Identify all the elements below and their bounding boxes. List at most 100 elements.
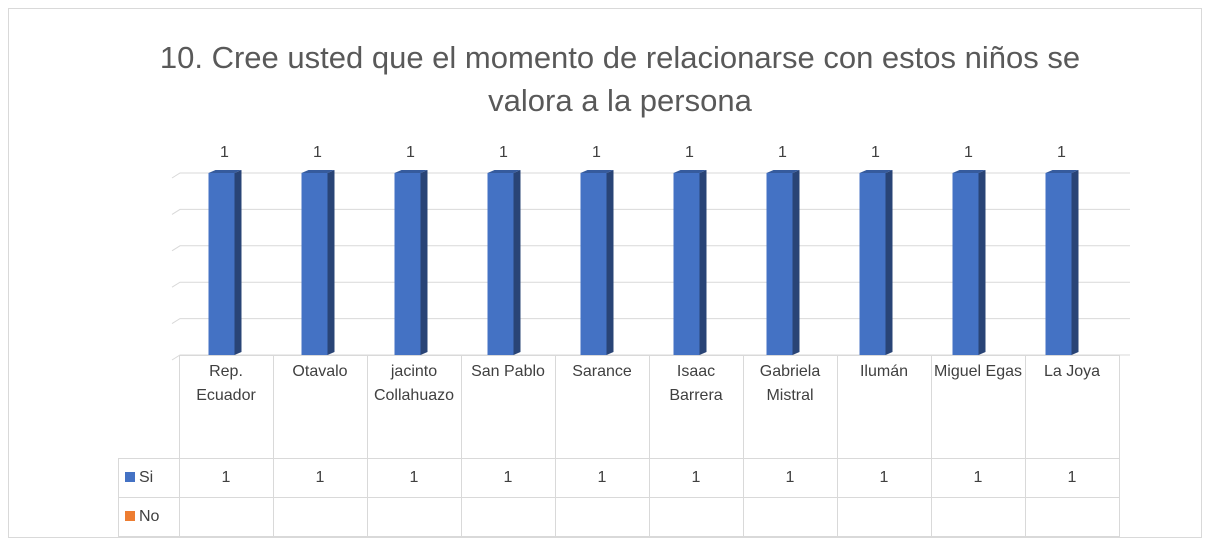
legend-key [125,511,135,521]
bar-face [952,173,979,355]
table-value: 1 [1024,458,1120,498]
chart-title: 10. Cree usted que el momento de relacio… [159,40,1081,118]
grid-line [171,245,1130,252]
bar-face [513,170,521,355]
category-label: Ilumán [836,355,932,459]
bar-face [394,170,428,173]
table-value [648,497,744,537]
data-label: 1 [313,144,322,161]
chart-frame [8,8,1202,538]
bar-face [1045,170,1079,173]
category-label: Rep. Ecuador [178,355,274,459]
bar-face [234,170,242,355]
grid-line [171,208,1130,215]
bar [301,170,335,355]
data-table: Rep. Ecuador Otavalo jacinto Collahuazo San… [118,355,1120,537]
bar [208,170,242,355]
data-label: 1 [220,144,229,161]
data-label: 1 [592,144,601,161]
bar-face [885,170,893,355]
data-label: 1 [778,144,787,161]
grid-line [171,172,1130,179]
bar [487,170,521,355]
table-row: Rep. Ecuador Otavalo jacinto Collahuazo San… [118,355,1120,459]
data-label: 1 [964,144,973,161]
bar-face [487,170,521,173]
bar-face [580,170,614,173]
bar [1045,170,1079,355]
table-value [930,497,1026,537]
bar-face [208,170,242,173]
bar-face [699,170,707,355]
bar [580,170,614,355]
category-label: Miguel Egas [930,355,1026,459]
bar-face [859,173,886,355]
legend-label: Si [139,469,154,486]
bar-face [420,170,428,355]
bar-face [327,170,335,355]
table-value [1024,497,1120,537]
legend-entry: Si [118,458,180,498]
table-value: 1 [836,458,932,498]
table-value: 1 [742,458,838,498]
grid-line [171,318,1130,325]
table-value [836,497,932,537]
bar-face [859,170,893,173]
bar-face [952,170,986,173]
bar-face [673,170,707,173]
table-value [366,497,462,537]
bar [394,170,428,355]
table-value: 1 [930,458,1026,498]
bar-face [1045,173,1072,355]
table-value: 1 [178,458,274,498]
data-label: 1 [685,144,694,161]
category-label: La Joya [1024,355,1120,459]
data-label: 1 [499,144,508,161]
bar-face [673,173,700,355]
bar [859,170,893,355]
bar [766,170,800,355]
bar-face [606,170,614,355]
category-label: jacinto Collahuazo [366,355,462,459]
bar-face [766,173,793,355]
bar-face [766,170,800,173]
table-value: 1 [366,458,462,498]
category-label: Isaac Barrera [648,355,744,459]
table-corner [118,355,180,459]
table-value [554,497,650,537]
table-row: No [118,497,1120,537]
table-value: 1 [272,458,368,498]
bar-face [301,173,328,355]
bar-face [301,170,335,173]
category-label: Otavalo [272,355,368,459]
category-label: San Pablo [460,355,556,459]
bar-face [580,173,607,355]
bar-face [487,173,514,355]
data-label: 1 [1057,144,1066,161]
legend-key [125,472,135,482]
table-value [460,497,556,537]
table-value [742,497,838,537]
category-label: Gabriela Mistral [742,355,838,459]
table-value: 1 [554,458,650,498]
bar [952,170,986,355]
table-value [178,497,274,537]
table-value: 1 [648,458,744,498]
table-value [272,497,368,537]
table-value: 1 [460,458,556,498]
bar-face [394,173,421,355]
legend-label: No [139,508,160,525]
bar-face [978,170,986,355]
table-row: Si 1 1 1 1 1 1 1 1 1 1 [118,458,1120,498]
category-label: Sarance [554,355,650,459]
bar-face [1071,170,1079,355]
data-label: 1 [871,144,880,161]
grid-line [171,281,1130,288]
bar-face [792,170,800,355]
bar-face [208,173,235,355]
data-label: 1 [406,144,415,161]
bar [673,170,707,355]
legend-entry: No [118,497,180,537]
